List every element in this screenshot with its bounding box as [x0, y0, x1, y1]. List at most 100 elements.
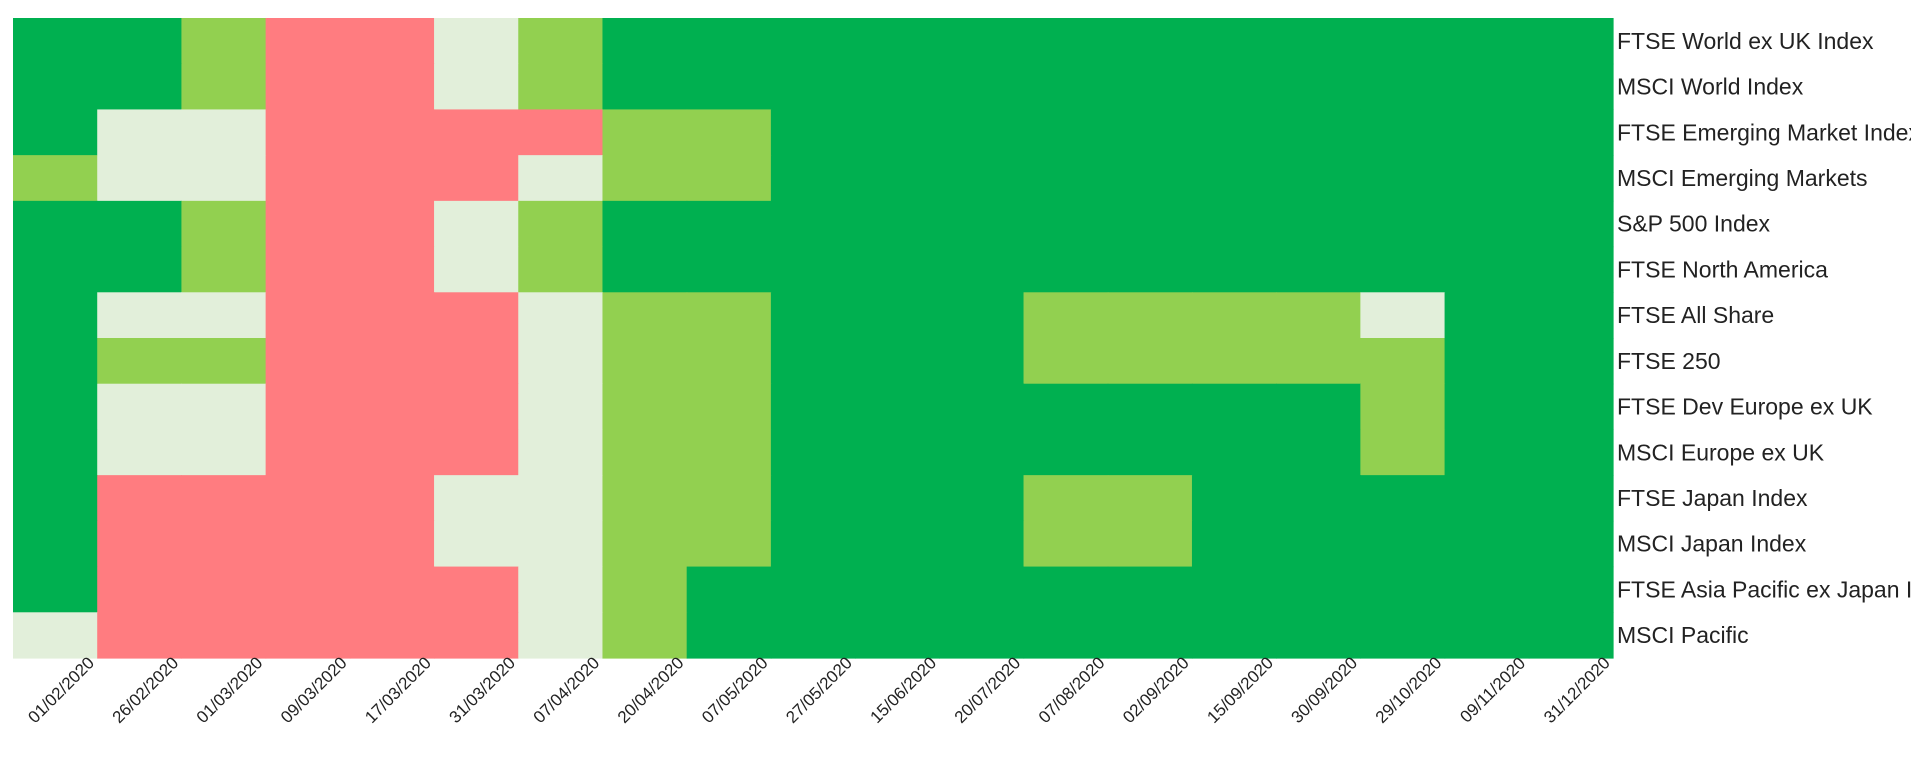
heatmap-cell: [1360, 63, 1446, 111]
heatmap-cell: [181, 63, 267, 111]
heatmap-cell: [349, 18, 435, 65]
x-tick-label: 30/09/2020: [1288, 653, 1362, 727]
heatmap-cell: [1023, 383, 1109, 431]
heatmap-cell: [1023, 338, 1109, 385]
x-tick-label: 20/07/2020: [951, 653, 1025, 727]
heatmap-cell: [349, 475, 435, 522]
heatmap-cell: [13, 200, 98, 248]
heatmap-cell: [97, 246, 183, 293]
heatmap-cell: [181, 292, 267, 339]
heatmap-cell: [518, 612, 604, 659]
heatmap-cell: [602, 566, 688, 613]
x-tick-label: 02/09/2020: [1119, 653, 1193, 727]
heatmap-cell: [770, 612, 856, 659]
heatmap-cell: [518, 292, 604, 339]
row-label: MSCI Europe ex UK: [1617, 439, 1825, 465]
x-tick-label: 07/05/2020: [698, 653, 772, 727]
heatmap-cell: [518, 18, 604, 65]
heatmap-cell: [1360, 246, 1446, 293]
heatmap-cell: [349, 292, 435, 339]
heatmap-cell: [265, 338, 351, 385]
heatmap-cell: [434, 338, 519, 385]
heatmap-cell: [1528, 612, 1614, 659]
row-label: MSCI Japan Index: [1617, 531, 1807, 557]
heatmap-cell: [13, 109, 98, 156]
heatmap-cell: [434, 246, 519, 293]
heatmap-cell: [1023, 429, 1109, 476]
heatmap-cell: [1528, 566, 1614, 613]
heatmap-cell: [349, 383, 435, 431]
heatmap-cell: [1444, 338, 1530, 385]
heatmap-cell: [181, 109, 267, 156]
heatmap-cell: [855, 338, 940, 385]
heatmap-cell: [1276, 429, 1361, 476]
heatmap-cell: [518, 338, 604, 385]
x-tick-label: 07/04/2020: [530, 653, 604, 727]
heatmap-cell: [1107, 566, 1193, 613]
heatmap-cell: [13, 63, 98, 111]
heatmap-cell: [770, 155, 856, 202]
heatmap-cell: [1444, 246, 1530, 293]
heatmap-cell: [1107, 383, 1193, 431]
heatmap-cell: [1276, 292, 1361, 339]
heatmap-cell: [181, 18, 267, 65]
x-tick-label: 07/08/2020: [1035, 653, 1109, 727]
heatmap-cell: [518, 63, 604, 111]
heatmap-cell: [1191, 566, 1277, 613]
heatmap-cell: [349, 109, 435, 156]
cells-layer: [13, 18, 1614, 659]
heatmap-cell: [770, 246, 856, 293]
heatmap-cell: [97, 566, 183, 613]
heatmap-cell: [434, 63, 519, 111]
heatmap-cell: [1444, 429, 1530, 476]
row-label: FTSE All Share: [1617, 302, 1774, 328]
heatmap-cell: [181, 429, 267, 476]
x-tick-label: 31/12/2020: [1540, 653, 1614, 727]
heatmap-cell: [939, 566, 1025, 613]
heatmap-cell: [1276, 475, 1361, 522]
heatmap-cell: [602, 475, 688, 522]
heatmap-cell: [1191, 109, 1277, 156]
row-label: MSCI Pacific: [1617, 622, 1749, 648]
heatmap-cell: [1023, 566, 1109, 613]
heatmap-cell: [1276, 566, 1361, 613]
heatmap-cell: [518, 383, 604, 431]
heatmap-cell: [1360, 612, 1446, 659]
heatmap-cell: [686, 429, 772, 476]
heatmap-cell: [686, 109, 772, 156]
heatmap-cell: [1023, 292, 1109, 339]
heatmap-cell: [1107, 520, 1193, 568]
heatmap-cell: [855, 566, 940, 613]
heatmap-cell: [1528, 18, 1614, 65]
heatmap-cell: [1023, 612, 1109, 659]
heatmap-cell: [686, 566, 772, 613]
heatmap-cell: [434, 520, 519, 568]
heatmap-cell: [518, 475, 604, 522]
heatmap-cell: [770, 429, 856, 476]
heatmap-cell: [939, 109, 1025, 156]
heatmap-cell: [13, 520, 98, 568]
heatmap-cell: [1023, 246, 1109, 293]
heatmap-cell: [855, 18, 940, 65]
heatmap-cell: [97, 612, 183, 659]
heatmap-cell: [265, 246, 351, 293]
heatmap-cell: [434, 475, 519, 522]
heatmap-cell: [855, 292, 940, 339]
heatmap-cell: [181, 155, 267, 202]
x-tick-label: 27/05/2020: [782, 653, 856, 727]
row-label: FTSE North America: [1617, 256, 1828, 282]
heatmap-cell: [349, 429, 435, 476]
heatmap-cell: [1191, 338, 1277, 385]
heatmap-cell: [1276, 338, 1361, 385]
heatmap-cell: [1360, 429, 1446, 476]
heatmap-cell: [265, 200, 351, 248]
heatmap-cell: [1191, 475, 1277, 522]
heatmap-cell: [602, 612, 688, 659]
heatmap-cell: [855, 612, 940, 659]
heatmap-cell: [939, 246, 1025, 293]
heatmap-cell: [1107, 155, 1193, 202]
row-label: S&P 500 Index: [1617, 211, 1771, 237]
heatmap-cell: [265, 612, 351, 659]
heatmap-cell: [518, 200, 604, 248]
